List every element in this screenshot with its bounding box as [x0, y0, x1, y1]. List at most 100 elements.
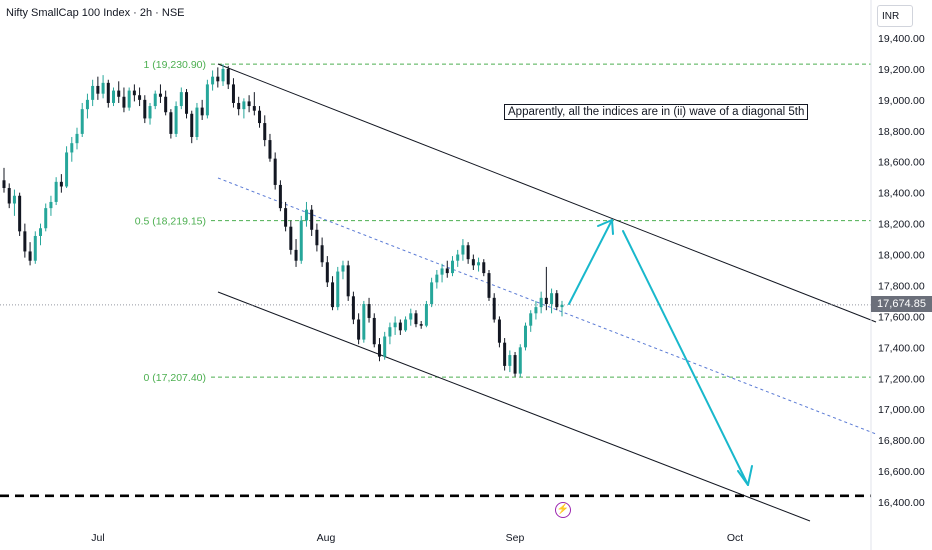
candle-body	[398, 322, 402, 331]
y-tick-label: 18,000.00	[878, 250, 925, 262]
candle-body	[367, 304, 371, 318]
channel-upper-line[interactable]	[217, 63, 877, 323]
candle-body	[424, 304, 428, 326]
candle-body	[477, 262, 481, 266]
candle-body	[414, 313, 418, 325]
y-tick-label: 17,200.00	[878, 373, 925, 385]
candle-body	[200, 107, 204, 116]
candle-body	[143, 99, 147, 119]
candle-body	[346, 265, 350, 297]
candle-body	[419, 324, 423, 326]
channel-lower-line[interactable]	[217, 291, 811, 522]
candle-body	[550, 293, 554, 305]
x-tick-label: Sep	[506, 532, 525, 544]
candle-body	[252, 106, 256, 111]
candle-body	[325, 262, 329, 283]
candle-body	[205, 84, 209, 116]
candle-body	[242, 101, 246, 110]
candle-body	[112, 90, 116, 103]
candle-body	[482, 262, 486, 274]
fibonacci-retracement[interactable]: 1 (19,230.90) 0.5 (18,219.15) 0 (17,207.40…	[135, 59, 871, 384]
x-tick-label: Oct	[727, 532, 743, 544]
candle-body	[185, 92, 189, 114]
candle-body	[310, 209, 314, 230]
y-tick-label: 19,400.00	[878, 33, 925, 45]
candle-body	[471, 259, 475, 266]
candle-body	[409, 313, 413, 320]
candle-body	[377, 344, 381, 357]
y-tick-label: 18,200.00	[878, 219, 925, 231]
candle-body	[289, 226, 293, 250]
candle-body	[518, 347, 522, 374]
candle-body	[404, 319, 408, 331]
candle-body	[383, 336, 387, 357]
candle-body	[132, 90, 136, 96]
projection-arrows[interactable]	[568, 219, 753, 486]
y-tick-label: 19,000.00	[878, 95, 925, 107]
candle-body	[101, 82, 105, 94]
fib-level-label: 0.5 (18,219.15)	[135, 216, 206, 228]
candle-body	[247, 101, 251, 107]
candle-body	[263, 123, 267, 141]
candle-body	[351, 296, 355, 320]
lightning-icon[interactable]: ⚡	[555, 502, 571, 518]
candle-body	[122, 96, 126, 108]
candle-body	[555, 293, 559, 308]
y-tick-label: 16,800.00	[878, 435, 925, 447]
candle-body	[211, 76, 215, 85]
fib-level-label: 1 (19,230.90)	[144, 59, 206, 71]
y-tick-label: 18,400.00	[878, 188, 925, 200]
candle-body	[331, 282, 335, 308]
candle-body	[278, 184, 282, 209]
annotation-note[interactable]: Apparently, all the indices are in (ii) …	[504, 104, 809, 120]
candle-body	[299, 220, 303, 261]
y-tick-label: 17,600.00	[878, 311, 925, 323]
y-tick-label: 16,600.00	[878, 466, 925, 478]
candle-body	[336, 271, 340, 308]
candle-body	[294, 249, 298, 261]
candle-body	[268, 140, 272, 159]
candle-body	[169, 112, 173, 134]
candle-body	[357, 319, 361, 340]
candle-body	[315, 229, 319, 246]
candle-body	[96, 85, 100, 94]
candle-body	[216, 76, 220, 82]
currency-selector[interactable]: INR	[877, 5, 913, 27]
y-tick-label: 17,800.00	[878, 280, 925, 292]
arrow-down-head	[737, 465, 753, 486]
candle-body	[341, 265, 345, 272]
candle-body	[65, 152, 69, 187]
arrow-up-head	[597, 219, 614, 235]
candle-body	[450, 260, 454, 274]
candle-body	[33, 235, 37, 261]
candle-body	[539, 297, 543, 308]
candle-body	[117, 90, 121, 97]
y-tick-label: 18,800.00	[878, 126, 925, 138]
candle-body	[503, 342, 507, 366]
arrow-up-line[interactable]	[568, 219, 613, 305]
price-axis[interactable]: 16,400.00 16,600.00 16,800.00 17,000.00 17,2…	[878, 33, 925, 509]
candle-body	[534, 307, 538, 314]
candle-body	[487, 273, 491, 298]
candle-body	[529, 313, 533, 326]
candle-body	[12, 195, 16, 204]
candle-body	[2, 180, 6, 189]
candle-body	[23, 231, 27, 252]
channel-midline[interactable]	[217, 177, 877, 435]
y-tick-label: 16,400.00	[878, 497, 925, 509]
candle-body	[466, 245, 470, 260]
y-tick-label: 19,200.00	[878, 64, 925, 76]
candle-body	[28, 251, 32, 261]
candle-body	[91, 85, 95, 100]
current-price-label: 17,674.85	[871, 296, 932, 312]
candle-body	[138, 95, 142, 100]
candle-body	[497, 319, 501, 343]
candle-body	[362, 304, 366, 340]
arrow-down-line[interactable]	[622, 230, 749, 486]
candle-body	[430, 282, 434, 305]
candle-body	[44, 208, 48, 229]
candle-body	[80, 109, 84, 134]
time-axis[interactable]: Jul Aug Sep Oct	[91, 532, 743, 544]
